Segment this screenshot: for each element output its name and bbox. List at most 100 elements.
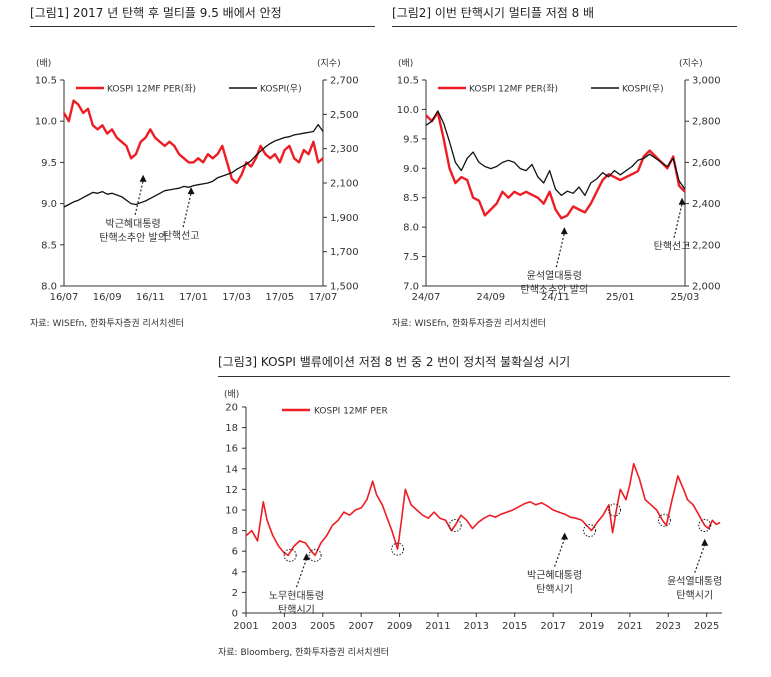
per-series-line [425, 111, 686, 220]
chart2-kospi-per-2024: (배) (지수) 7.0 7.5 8.0 8.5 9.0 9.5 10.0 10.5 2,000 2,… [397, 58, 721, 303]
left-tick-label: 8.5 [41, 240, 57, 251]
right-tick-label: 2,600 [692, 158, 721, 169]
per-series-line [245, 462, 721, 557]
right-tick-label: 2,400 [692, 199, 721, 210]
x-tick-label: 2015 [502, 621, 527, 632]
right-tick-label: 3,000 [692, 76, 721, 87]
kospi-series-line [425, 110, 686, 197]
x-tick-label: 16/09 [93, 292, 122, 303]
annotation-arrow-line [554, 538, 566, 567]
annotation-label: 탄핵시기 [278, 604, 315, 616]
x-tick-label: 24/09 [476, 292, 505, 303]
y-tick-label: 4 [232, 567, 238, 578]
figure1-title: [그림1] 2017 년 탄핵 후 멀티플 9.5 배에서 안정 [30, 6, 282, 20]
x-tick-label: 2019 [579, 621, 604, 632]
valuation-low-circle [308, 548, 322, 562]
figure3-title: [그림3] KOSPI 밸류에이션 저점 8 번 중 2 번이 정치적 불확실성… [218, 355, 571, 369]
right-tick-label: 1,900 [330, 213, 359, 224]
x-tick-label: 2023 [656, 621, 681, 632]
valuation-low-circle [283, 548, 297, 562]
x-tick-label: 2007 [348, 621, 373, 632]
annotation-label: 탄핵시기 [536, 584, 573, 596]
y-tick-label: 0 [232, 609, 238, 620]
figure2-title: [그림2] 이번 탄핵시기 멀티플 저점 8 배 [392, 6, 595, 20]
annotation-label: 탄핵선고 [163, 230, 200, 242]
left-tick-label: 8.0 [403, 223, 419, 234]
annotation-arrow-line [673, 203, 683, 238]
annotation-arrow-line [295, 558, 308, 588]
x-tick-label: 2021 [617, 621, 642, 632]
x-tick-label: 25/03 [671, 292, 700, 303]
left-axis-unit: (배) [398, 58, 413, 69]
left-tick-label: 9.5 [41, 158, 57, 169]
x-tick-label: 17/03 [222, 292, 251, 303]
annotation-arrow-head [701, 538, 709, 546]
left-tick-label: 10.0 [397, 105, 419, 116]
right-tick-label: 2,100 [330, 179, 359, 190]
annotation-label: 탄핵소추안 발의 [521, 284, 589, 296]
annotation-arrow-head [139, 174, 147, 182]
x-tick-label: 17/05 [265, 292, 294, 303]
x-tick-label: 2025 [694, 621, 719, 632]
annotation-label: 노무현대통령 [269, 590, 324, 602]
right-tick-label: 2,000 [692, 282, 721, 293]
chart1-kospi-per-2017: (배) (지수) 8.0 8.5 9.0 9.5 10.0 10.5 1,500 1,700 1,9… [35, 58, 359, 303]
valuation-low-circle [608, 503, 622, 517]
left-tick-label: 9.5 [403, 134, 419, 145]
x-tick-label: 16/07 [50, 292, 79, 303]
annotation-arrow-head [678, 197, 686, 205]
y-tick-label: 8 [232, 526, 238, 537]
x-tick-label: 16/11 [136, 292, 165, 303]
x-tick-label: 17/01 [179, 292, 208, 303]
annotation-arrow-line [182, 192, 192, 228]
figure1-source: 자료: WISEfn, 한화투자증권 리서치센터 [30, 319, 184, 329]
per-series-line [62, 99, 324, 185]
x-tick-label: 2013 [464, 621, 489, 632]
figure2-source: 자료: WISEfn, 한화투자증권 리서치센터 [392, 319, 546, 329]
right-tick-label: 2,500 [330, 110, 359, 121]
y-tick-label: 6 [232, 547, 238, 558]
valuation-low-circle [583, 524, 597, 538]
valuation-low-circle [698, 518, 712, 532]
left-tick-label: 8.5 [403, 193, 419, 204]
legend-per-label: KOSPI 12MF PER(좌) [107, 84, 196, 95]
annotation-arrow-head [187, 187, 195, 195]
x-tick-label: 2011 [425, 621, 450, 632]
y-tick-label: 20 [225, 403, 238, 414]
valuation-low-circle [657, 513, 671, 527]
annotation-label: 윤석열대통령 [667, 576, 722, 588]
legend-per-label: KOSPI 12MF PER [314, 407, 388, 417]
x-tick-label: 24/11 [541, 292, 570, 303]
annotation-arrow-line [555, 233, 565, 268]
annotation-arrow-line [134, 180, 144, 215]
legend-per-label: KOSPI 12MF PER(좌) [469, 84, 558, 95]
right-axis-unit: (지수) [679, 58, 703, 69]
x-tick-label: 17/07 [309, 292, 338, 303]
annotation-arrow-head [561, 532, 569, 540]
x-tick-label: 24/07 [412, 292, 441, 303]
x-tick-label: 2001 [233, 621, 258, 632]
y-tick-label: 2 [232, 588, 238, 599]
right-tick-label: 2,800 [692, 117, 721, 128]
right-tick-label: 2,300 [330, 144, 359, 155]
y-axis-unit: (배) [224, 389, 239, 400]
annotation-label: 탄핵선고 [654, 241, 691, 253]
annotation-label: 박근혜대통령 [106, 218, 161, 230]
annotation-label: 윤석열대통령 [527, 270, 582, 282]
right-tick-label: 1,500 [330, 282, 359, 293]
y-tick-label: 10 [225, 506, 238, 517]
annotation-arrow-head [302, 553, 310, 561]
annotation-label: 박근혜대통령 [527, 570, 582, 582]
figure1-title-rule [30, 26, 375, 27]
y-tick-label: 16 [225, 444, 238, 455]
left-tick-label: 7.5 [403, 252, 419, 263]
chart3-kospi-per-long-term: (배) 0 2 4 6 8 10 12 14 16 18 20 2001 2003 2005 2007 2009… [224, 389, 722, 632]
right-axis-unit: (지수) [317, 58, 341, 69]
x-tick-label: 25/01 [606, 292, 635, 303]
right-tick-label: 2,700 [330, 76, 359, 87]
y-tick-label: 18 [225, 423, 238, 434]
figure3-title-rule [218, 376, 730, 377]
annotation-label: 탄핵소추안 발의 [99, 232, 167, 244]
x-tick-label: 2009 [387, 621, 412, 632]
annotation-label: 탄핵시기 [676, 590, 713, 602]
